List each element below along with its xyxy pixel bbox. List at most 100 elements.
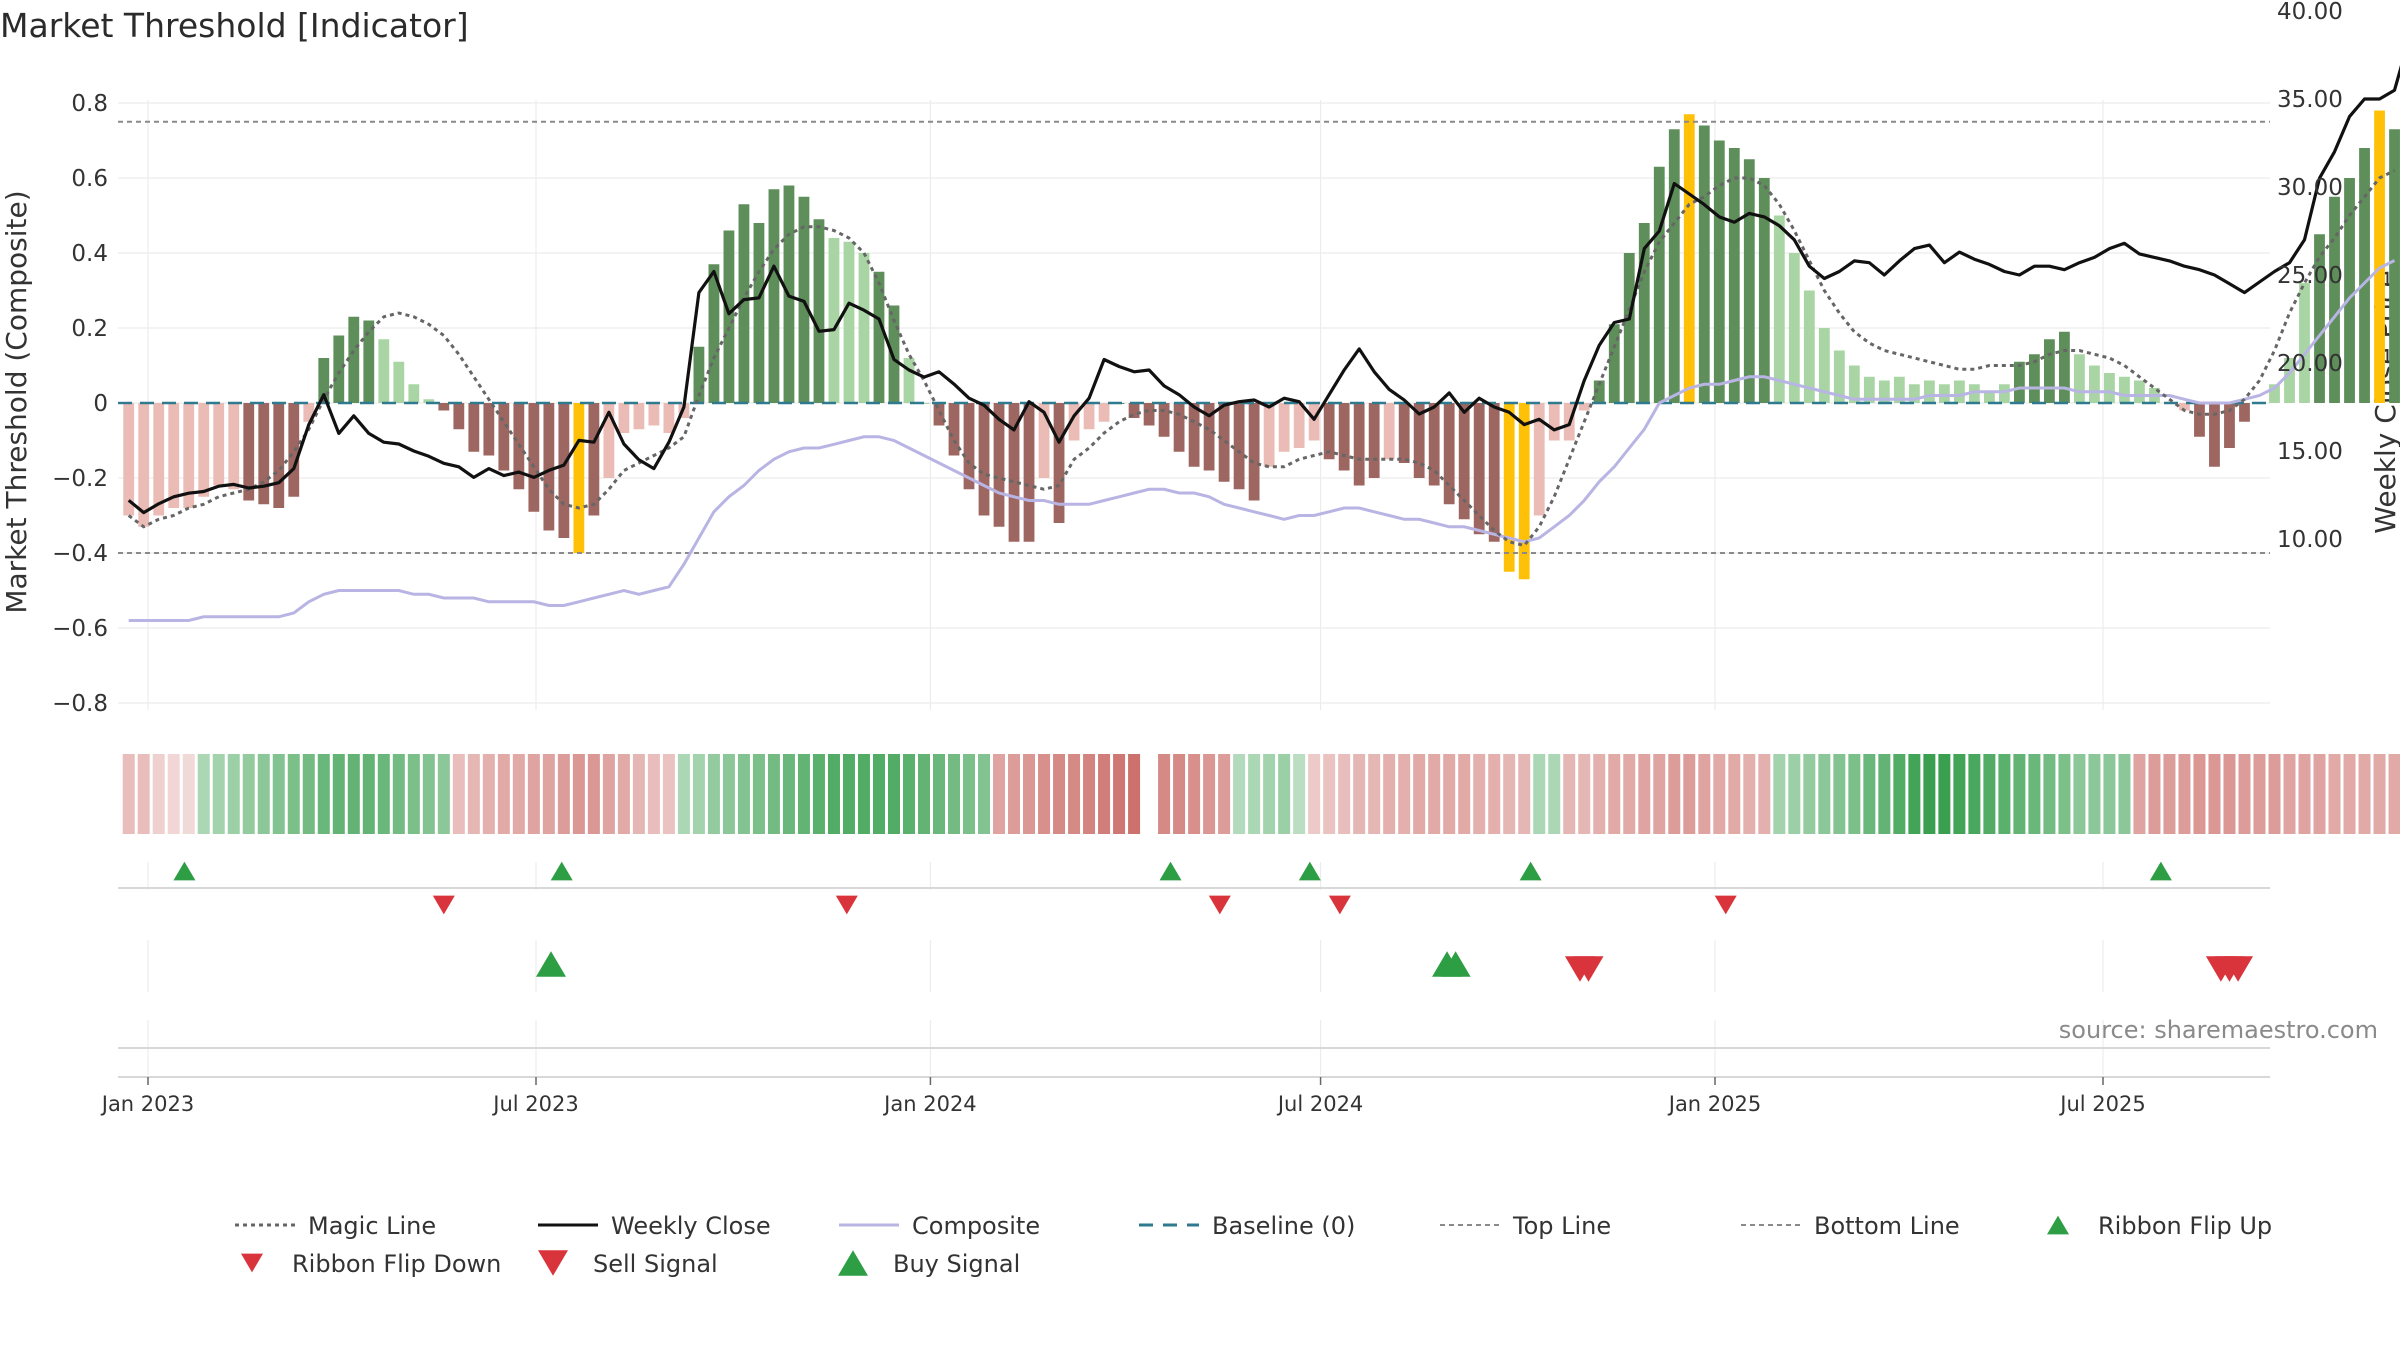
y-left-axis-label: Market Threshold (Composite) [0,190,33,613]
composite-bar [2119,376,2130,403]
ribbon-flip-down-marker [1328,895,1351,915]
legend-swatch [538,1250,568,1276]
ribbon-cell [317,754,330,834]
composite-bar [1998,384,2010,403]
ribbon-cell [902,754,915,834]
legend-swatch [838,1250,868,1276]
composite-bar [468,403,480,452]
composite-bar [2059,331,2070,403]
ribbon-cell [512,754,525,834]
ribbon-cell [1938,754,1951,834]
composite-bar [843,241,855,403]
ribbon-cell [572,754,585,834]
reference-lines [118,120,2270,554]
legend-swatch [241,1253,263,1273]
composite-bar [873,271,885,403]
composite-bar [1773,215,1785,403]
composite-bar [258,403,270,505]
composite-bar [1308,403,1320,441]
composite-bar [123,403,135,516]
composite-bar [1818,328,1830,403]
ribbon-cell [392,754,405,834]
composite-bar [1083,403,1095,430]
ribbon-cell [242,754,255,834]
composite-bar [663,403,675,433]
y-left-tick-label: 0.4 [71,241,108,267]
legend-label: Sell Signal [593,1250,718,1278]
ribbon-cell [1188,754,1201,834]
ribbon-cell [1248,754,1261,834]
composite-bar [1713,140,1725,403]
composite-bar [1983,391,1995,403]
composite-bar [618,403,630,433]
ribbon-flip-up-marker [173,861,196,881]
ribbon-cell [1833,754,1846,834]
ribbon-cell [2118,754,2131,834]
ribbon-cell [993,754,1006,834]
composite-bar [2089,365,2100,403]
ribbon-cell [362,754,375,834]
ribbon-cell [1203,754,1216,834]
legend-label: Baseline (0) [1212,1212,1355,1240]
composite-bar [2029,354,2040,403]
legend-item: Composite [839,1212,1040,1240]
buy-signal-marker [1440,951,1471,977]
composite-bar [2134,380,2145,403]
ribbon-cell [872,754,885,834]
ribbon-cell [2253,754,2266,834]
composite-bar [1413,403,1425,478]
composite-bar [453,403,465,430]
composite-bar [1278,403,1290,452]
x-tick-label: Jul 2023 [491,1092,578,1116]
ribbon-cell [1368,754,1381,834]
composite-bar [483,403,495,456]
ribbon-cell [1548,754,1561,834]
ribbon-cell [662,754,675,834]
legend-label: Composite [912,1212,1040,1240]
composite-bar [708,264,720,403]
sell-signal-marker [2223,956,2254,982]
ribbon-cell [1488,754,1501,834]
ribbon-cell [167,754,180,834]
ribbon-cell [1818,754,1831,834]
composite-bar [1233,403,1245,490]
ribbon-cell [407,754,420,834]
legend-item: Weekly Close [538,1212,771,1240]
composite-bar [1638,223,1650,403]
ribbon-cell [257,754,270,834]
ribbon-cell [1518,754,1531,834]
sell-signal-marker [1573,956,1604,982]
ribbon-cell [332,754,345,834]
composite-bar [138,403,150,527]
ribbon-cell [1413,754,1426,834]
ribbon-cell [948,754,961,834]
ribbon-cell [677,754,690,834]
ribbon-cell [1458,754,1471,834]
ribbon-cell [2073,754,2086,834]
composite-bar [2359,148,2370,403]
ribbon-cell [2148,754,2161,834]
composite-bar [1653,166,1665,403]
ribbon-cell [602,754,615,834]
ribbon-cell [1758,754,1771,834]
composite-bar [1248,403,1260,501]
composite-bar [1203,403,1215,471]
composite-bar [1548,403,1560,441]
composite-bar [423,399,435,403]
ribbon-cell [1623,754,1636,834]
x-tick-label: Jan 2025 [1667,1092,1762,1116]
composite-bar [2389,129,2400,403]
composite-bar [1263,403,1275,467]
ribbon-cell [287,754,300,834]
ribbon-cell [1008,754,1021,834]
ribbon-cell [797,754,810,834]
composite-bar [1398,403,1410,463]
ribbon-cell [2058,754,2071,834]
legend-label: Magic Line [308,1212,436,1240]
ribbon-cell [2193,754,2206,834]
ribbon-cell [707,754,720,834]
ribbon-strip [122,754,2400,834]
composite-bar [978,403,990,516]
ribbon-flip-up-marker [1159,861,1182,881]
